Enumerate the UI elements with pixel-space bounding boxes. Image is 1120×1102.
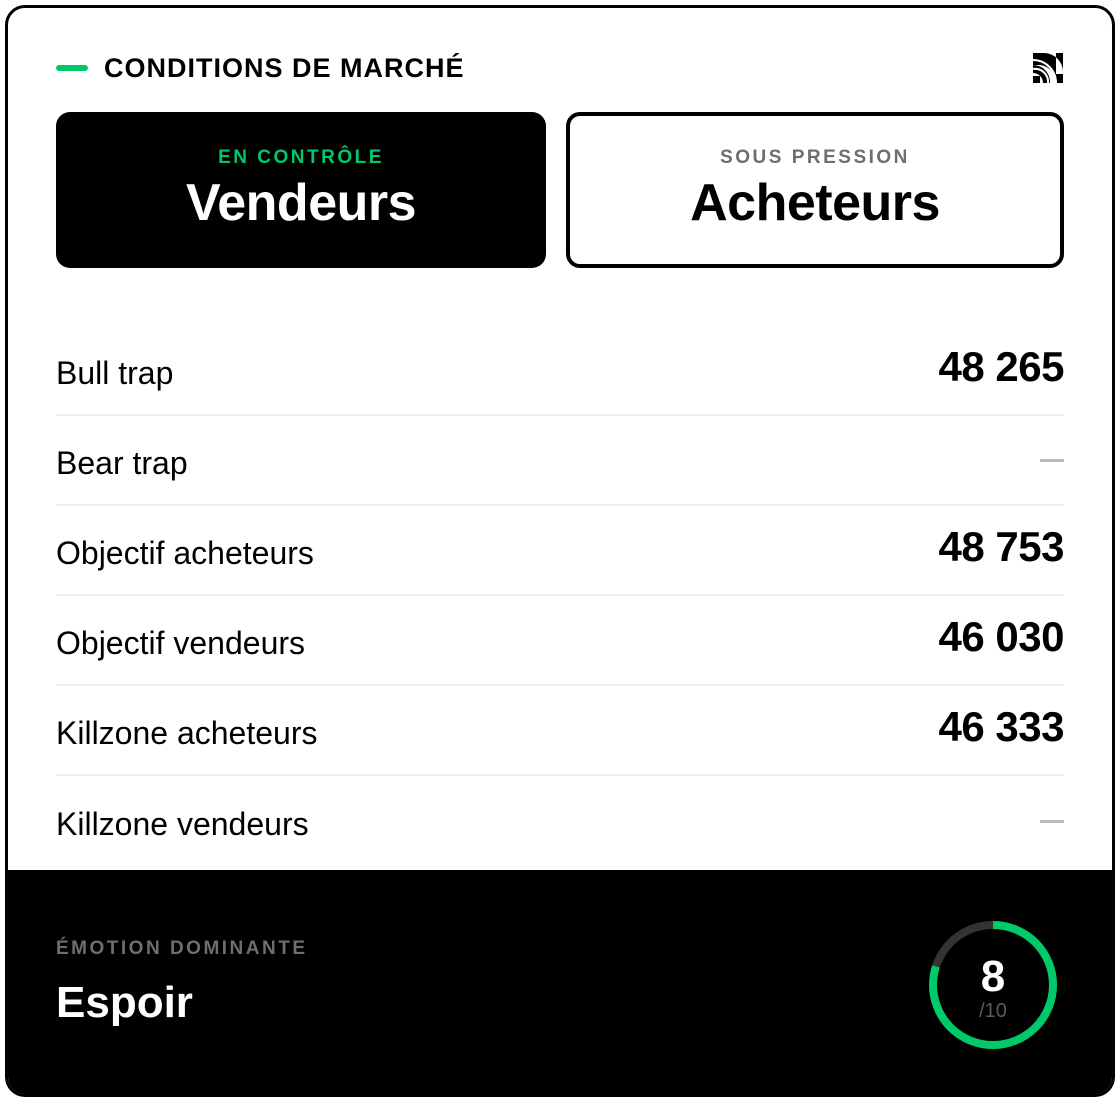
level-label: Killzone acheteurs [56, 714, 318, 751]
in-control-box: EN CONTRÔLE Vendeurs [56, 112, 546, 268]
level-label: Bear trap [56, 444, 188, 481]
level-label: Objectif acheteurs [56, 534, 314, 571]
logo-icon [1032, 53, 1063, 84]
level-row: Bear trap [56, 416, 1064, 506]
card-title: CONDITIONS DE MARCHÉ [104, 52, 465, 83]
emotion-footer: ÉMOTION DOMINANTE Espoir 8 /10 [8, 870, 1112, 1094]
level-value: 46 333 [938, 703, 1065, 750]
level-row: Bull trap 48 265 [56, 326, 1065, 416]
in-control-label: EN CONTRÔLE [218, 147, 384, 168]
level-value: 48 265 [938, 343, 1065, 390]
card-header: CONDITIONS DE MARCHÉ [56, 50, 1064, 86]
empty-value-dash [1040, 819, 1064, 823]
gauge-fill [929, 921, 1057, 1049]
emotion-value: Espoir [56, 978, 193, 1027]
under-pressure-value: Acheteurs [690, 174, 940, 232]
level-label: Bull trap [56, 354, 174, 391]
in-control-value: Vendeurs [185, 174, 417, 232]
level-label: Killzone vendeurs [56, 805, 309, 842]
emotion-gauge: 8 /10 [926, 918, 1060, 1052]
level-row: Killzone acheteurs 46 333 [56, 686, 1065, 776]
level-value: 46 030 [938, 613, 1065, 660]
level-row: Objectif vendeurs 46 030 [56, 596, 1065, 686]
levels-list: Bull trap 48 265 Bear trap Objectif acheteu… [56, 326, 1065, 866]
under-pressure-box: SOUS PRESSION Acheteurs [566, 112, 1064, 268]
level-label: Objectif vendeurs [56, 624, 306, 661]
gauge-max: /10 [979, 1000, 1007, 1022]
level-value: 48 753 [938, 523, 1065, 570]
level-row: Objectif acheteurs 48 753 [56, 506, 1065, 596]
emotion-label: ÉMOTION DOMINANTE [56, 938, 308, 959]
under-pressure-label: SOUS PRESSION [720, 147, 910, 168]
market-conditions-card: CONDITIONS DE MARCHÉ EN CONTRÔLE Vendeur… [5, 5, 1115, 1097]
gauge-score: 8 [980, 952, 1006, 1001]
empty-value-dash [1040, 458, 1064, 462]
level-row: Killzone vendeurs [56, 776, 1064, 866]
accent-dash [56, 65, 88, 71]
